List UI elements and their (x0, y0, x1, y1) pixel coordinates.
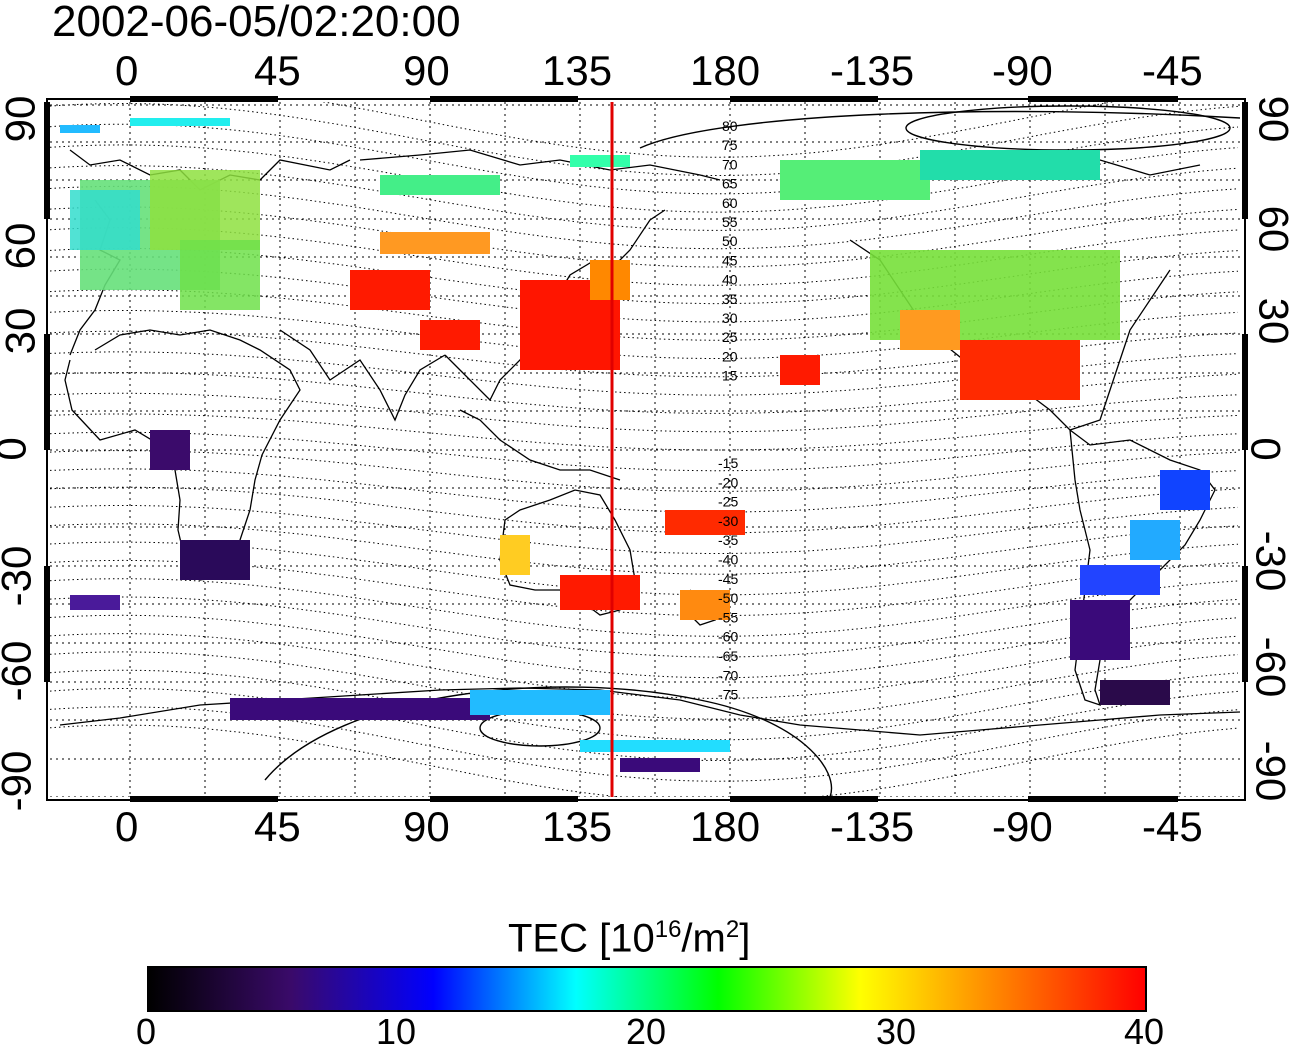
magnetic-contour-line (50, 144, 1239, 213)
contour-label-south: -20 (718, 474, 738, 490)
contour-labels-north: 80 75 70 65 60 55 50 45 40 35 30 25 20 15 (722, 118, 738, 384)
contour-label-north: 55 (722, 214, 738, 230)
magnetic-contour-line (50, 687, 1239, 761)
bottom-lon-label-135: 135 (542, 803, 613, 850)
top-lon-label-m90: -90 (992, 47, 1053, 94)
bottom-lon-label-m135: -135 (830, 803, 915, 850)
colorbar (147, 966, 1147, 1012)
magnetic-contour-line (50, 468, 1239, 513)
top-lon-label-180: 180 (690, 47, 761, 94)
plot-title: 2002-06-05/02:20:00 (52, 0, 461, 46)
contour-label-north: 65 (722, 176, 738, 192)
magnetic-contour-line (50, 330, 1239, 378)
colorbar-tick-30: 30 (876, 1011, 917, 1052)
contour-label-south: -40 (718, 552, 738, 568)
bottom-lon-label-m90: -90 (992, 803, 1053, 850)
contour-label-south: -65 (718, 648, 738, 664)
magnetic-contour-line (50, 413, 1239, 451)
graticule (50, 102, 1242, 797)
magnetic-contour-line (50, 372, 1239, 414)
bottom-lon-label-45: 45 (254, 803, 301, 850)
magnetic-latitude-contours (50, 102, 1239, 797)
magnetic-contour-line (50, 596, 1239, 658)
bottom-lon-label-90: 90 (403, 803, 450, 850)
contour-label-south: -30 (718, 513, 738, 529)
contour-label-north: 15 (722, 368, 738, 384)
contour-label-south: -35 (718, 532, 738, 548)
top-lon-label-45: 45 (254, 47, 301, 94)
magnetic-contour-line (50, 392, 1239, 433)
bottom-lon-label-180: 180 (690, 803, 761, 850)
contour-label-south: -45 (718, 571, 738, 587)
contour-label-north: 60 (722, 195, 738, 211)
magnetic-contour-line (50, 523, 1239, 575)
top-lon-label-m45: -45 (1142, 47, 1203, 94)
contour-label-south: -60 (718, 629, 738, 645)
magnetic-contour-line (50, 578, 1239, 637)
bottom-lon-label-m45: -45 (1142, 803, 1203, 850)
contour-label-north: 25 (722, 329, 738, 345)
magnetic-contour-line (50, 669, 1239, 741)
magnetic-contour-line (50, 102, 1239, 176)
magnetic-contour-line (50, 450, 1239, 492)
contour-labels-south: -15 -20 -25 -30 -35 -40 -45 -50 -55 -60 -65 -70 -75 (718, 455, 738, 703)
magnetic-contour-line (50, 724, 1239, 797)
magnetic-contour-line (50, 431, 1239, 472)
magnetic-contour-line (50, 633, 1239, 699)
tec-data-cells (60, 118, 1210, 772)
contour-label-south: -55 (718, 609, 738, 625)
top-lon-label-90: 90 (403, 47, 450, 94)
magnetic-pole-contours (264, 105, 1241, 797)
contour-label-south: -70 (718, 667, 738, 683)
colorbar-tick-10: 10 (376, 1011, 417, 1052)
magnetic-contour-line (50, 310, 1239, 359)
contour-label-north: 50 (722, 233, 738, 249)
top-lon-label-135: 135 (542, 47, 613, 94)
magnetic-contour-line (50, 614, 1239, 679)
contour-label-south: -50 (718, 590, 738, 606)
colorbar-tick-0: 0 (136, 1011, 157, 1052)
colorbar-title: TEC [1016/m2] (508, 916, 751, 961)
top-lon-label-m135: -135 (830, 47, 915, 94)
magnetic-contour-line (50, 651, 1239, 720)
contour-label-north: 80 (722, 118, 738, 134)
magnetic-contour-line (50, 486, 1239, 534)
contour-label-south: -15 (718, 455, 738, 471)
magnetic-contour-line (50, 351, 1239, 396)
tec-map: 80 75 70 65 60 55 50 45 40 35 30 25 20 15 -15 -20 -25 -3… (44, 96, 1248, 802)
top-lon-label-0: 0 (115, 47, 139, 94)
contour-label-north: 35 (722, 291, 738, 307)
colorbar-tick-20: 20 (626, 1011, 667, 1052)
contour-label-north: 70 (722, 156, 738, 172)
contour-label-south: -75 (718, 687, 738, 703)
contour-label-south: -25 (718, 494, 738, 510)
contour-label-north: 30 (722, 310, 738, 326)
contour-label-north: 75 (722, 137, 738, 153)
magnetic-contour-line (321, 102, 1115, 158)
colorbar-tick-40: 40 (1124, 1011, 1165, 1052)
bottom-lon-label-0: 0 (115, 803, 139, 850)
frame-bars (44, 96, 1248, 802)
magnetic-contour-line (50, 123, 1239, 195)
contour-label-north: 45 (722, 252, 738, 268)
contour-label-north: 20 (722, 348, 738, 364)
magnetic-contour-line (50, 505, 1239, 554)
contour-label-north: 40 (722, 272, 738, 288)
